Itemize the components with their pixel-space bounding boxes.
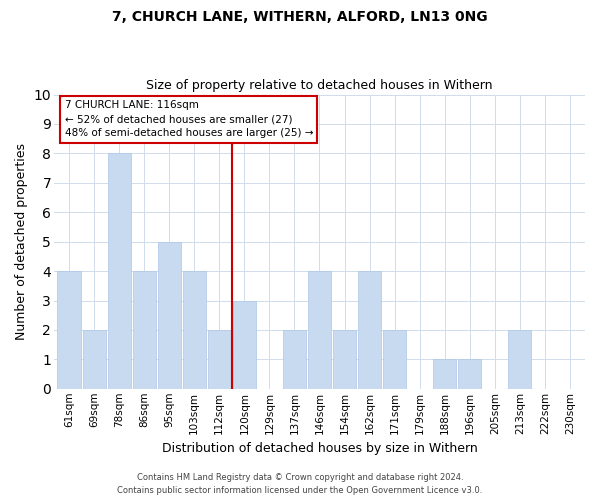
Bar bbox=[433, 360, 456, 389]
Text: Contains HM Land Registry data © Crown copyright and database right 2024.
Contai: Contains HM Land Registry data © Crown c… bbox=[118, 474, 482, 495]
Bar bbox=[508, 330, 532, 389]
Bar bbox=[308, 271, 331, 389]
Text: 7 CHURCH LANE: 116sqm
← 52% of detached houses are smaller (27)
48% of semi-deta: 7 CHURCH LANE: 116sqm ← 52% of detached … bbox=[65, 100, 313, 138]
Bar bbox=[58, 271, 80, 389]
Bar bbox=[358, 271, 381, 389]
Bar bbox=[133, 271, 155, 389]
Bar bbox=[383, 330, 406, 389]
Bar bbox=[283, 330, 306, 389]
Bar bbox=[208, 330, 231, 389]
Y-axis label: Number of detached properties: Number of detached properties bbox=[15, 143, 28, 340]
Bar bbox=[333, 330, 356, 389]
Bar bbox=[183, 271, 206, 389]
Bar bbox=[458, 360, 481, 389]
X-axis label: Distribution of detached houses by size in Withern: Distribution of detached houses by size … bbox=[161, 442, 478, 455]
Bar bbox=[83, 330, 106, 389]
Bar bbox=[158, 242, 181, 389]
Bar bbox=[107, 154, 131, 389]
Title: Size of property relative to detached houses in Withern: Size of property relative to detached ho… bbox=[146, 79, 493, 92]
Bar bbox=[233, 300, 256, 389]
Text: 7, CHURCH LANE, WITHERN, ALFORD, LN13 0NG: 7, CHURCH LANE, WITHERN, ALFORD, LN13 0N… bbox=[112, 10, 488, 24]
